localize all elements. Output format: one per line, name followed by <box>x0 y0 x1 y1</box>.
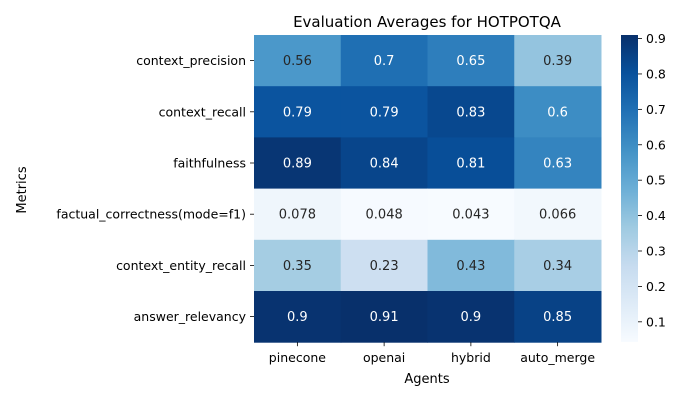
heatmap-cell <box>254 137 342 190</box>
heatmap-cell <box>427 239 515 292</box>
cell-value-label: 0.34 <box>543 259 572 274</box>
x-axis-label: Agents <box>404 372 449 387</box>
cell-value-label: 0.84 <box>370 157 399 172</box>
heatmap-cell <box>340 239 428 292</box>
cell-value-label: 0.63 <box>543 157 572 172</box>
heatmap-cell <box>340 35 428 87</box>
colorbar-ticks: 0.1 0.2 0.3 0.4 0.5 0.6 0.7 0.8 0.9 <box>638 31 666 329</box>
colorbar-tick-label: 0.7 <box>646 102 666 117</box>
heatmap-cell <box>514 35 602 87</box>
row-label: faithfulness <box>173 156 246 171</box>
heatmap-cell <box>254 35 342 87</box>
column-label: pinecone <box>269 350 326 365</box>
heatmap-cell <box>427 291 515 343</box>
row-labels: context_precision context_recall faithfuln… <box>56 53 254 324</box>
cell-value-label: 0.7 <box>374 54 395 69</box>
cell-value-label: 0.89 <box>283 157 312 172</box>
row-label: context_recall <box>159 104 246 119</box>
cell-value-label: 0.066 <box>539 208 576 223</box>
cell-value-label: 0.79 <box>283 105 312 120</box>
heatmap-cell <box>340 86 428 138</box>
cell-value-label: 0.048 <box>366 208 403 223</box>
colorbar-tick-label: 0.9 <box>646 31 666 46</box>
column-label: auto_merge <box>520 350 595 365</box>
heatmap-cell <box>340 188 428 241</box>
colorbar-tick-label: 0.5 <box>646 173 666 188</box>
row-label: factual_correctness(mode=f1) <box>56 207 246 222</box>
cell-value-label: 0.35 <box>283 259 312 274</box>
heatmap-cell <box>427 86 515 138</box>
cell-value-label: 0.39 <box>543 54 572 69</box>
cell-value-label: 0.83 <box>456 105 485 120</box>
column-labels: pinecone openai hybrid auto_merge <box>269 342 595 365</box>
colorbar-tick-label: 0.1 <box>646 314 666 329</box>
cell-value-label: 0.91 <box>370 310 399 325</box>
cell-value-label: 0.43 <box>456 259 485 274</box>
cell-value-label: 0.65 <box>456 54 485 69</box>
colorbar-tick-label: 0.3 <box>646 243 666 258</box>
heatmap-cell <box>514 188 602 241</box>
cell-value-label: 0.078 <box>279 208 316 223</box>
heatmap-cell <box>427 137 515 190</box>
row-label: context_entity_recall <box>116 258 246 273</box>
cell-value-label: 0.6 <box>547 105 568 120</box>
cell-value-label: 0.9 <box>461 310 482 325</box>
heatmap-cell <box>340 291 428 343</box>
heatmap-cell <box>427 35 515 87</box>
row-label: answer_relevancy <box>134 309 247 324</box>
cell-value-label: 0.81 <box>456 157 485 172</box>
chart-title: Evaluation Averages for HOTPOTQA <box>293 13 562 31</box>
colorbar-tick-label: 0.6 <box>646 137 666 152</box>
heatmap-cell <box>514 137 602 190</box>
cell-value-label: 0.79 <box>370 105 399 120</box>
column-label: hybrid <box>451 350 491 365</box>
heatmap-cell <box>514 291 602 343</box>
column-label: openai <box>363 350 405 365</box>
heatmap-cell <box>340 137 428 190</box>
y-axis-label: Metrics <box>15 166 30 213</box>
cell-value-label: 0.85 <box>543 310 572 325</box>
heatmap-cell <box>427 188 515 241</box>
cell-value-label: 0.043 <box>452 208 489 223</box>
cell-value-label: 0.56 <box>283 54 312 69</box>
heatmap-cell <box>514 239 602 292</box>
heatmap-cells: 0.56 0.7 0.65 0.39 0.79 0.79 0.83 0.6 0.89 0.84 0.… <box>254 35 602 343</box>
colorbar-tick-label: 0.2 <box>646 279 666 294</box>
cell-value-label: 0.9 <box>287 310 308 325</box>
colorbar-tick-label: 0.8 <box>646 66 666 81</box>
heatmap-cell <box>254 291 342 343</box>
row-label: context_precision <box>136 53 246 68</box>
colorbar-tick-label: 0.4 <box>646 208 666 223</box>
heatmap-cell <box>514 86 602 138</box>
heatmap-cell <box>254 188 342 241</box>
colorbar <box>621 35 638 342</box>
heatmap-cell <box>254 239 342 292</box>
cell-value-label: 0.23 <box>370 259 399 274</box>
heatmap-cell <box>254 86 342 138</box>
